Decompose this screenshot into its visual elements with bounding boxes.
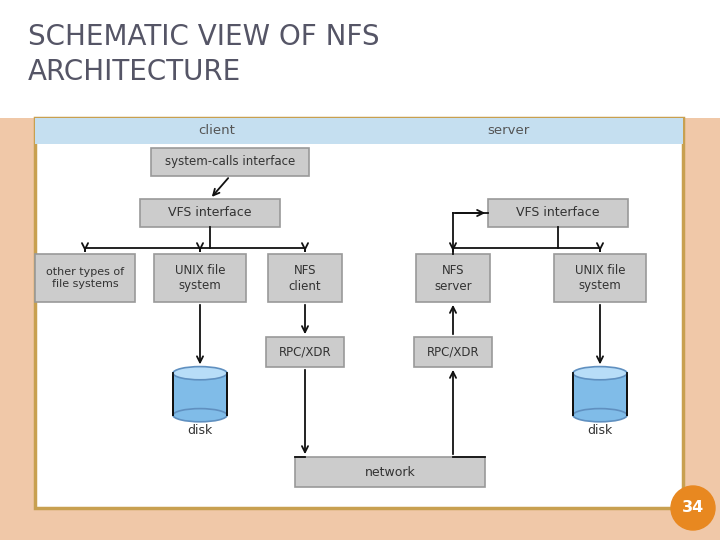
Text: VFS interface: VFS interface: [516, 206, 600, 219]
Text: UNIX file
system: UNIX file system: [175, 264, 225, 293]
Text: NFS
client: NFS client: [289, 264, 321, 293]
Bar: [154, 254, 246, 302]
Bar: [414, 337, 492, 367]
Text: VFS interface: VFS interface: [168, 206, 252, 219]
Text: other types of
file systems: other types of file systems: [46, 267, 124, 289]
Text: server: server: [487, 125, 529, 138]
Bar: [140, 199, 280, 227]
Bar: [416, 254, 490, 302]
Text: RPC/XDR: RPC/XDR: [427, 346, 480, 359]
Text: NFS
server: NFS server: [434, 264, 472, 293]
Text: system-calls interface: system-calls interface: [165, 156, 295, 168]
Text: disk: disk: [588, 423, 613, 436]
Ellipse shape: [173, 409, 227, 422]
Bar: [35, 118, 683, 144]
Bar: [35, 254, 135, 302]
Ellipse shape: [173, 367, 227, 380]
Bar: [266, 337, 344, 367]
Bar: [488, 199, 628, 227]
Bar: [268, 254, 342, 302]
Bar: [173, 373, 227, 415]
Text: disk: disk: [187, 423, 212, 436]
Ellipse shape: [573, 409, 627, 422]
Text: RPC/XDR: RPC/XDR: [279, 346, 331, 359]
Text: UNIX file
system: UNIX file system: [575, 264, 625, 293]
Bar: [573, 373, 627, 415]
Text: network: network: [364, 465, 415, 478]
Bar: [295, 457, 485, 487]
Bar: [35, 118, 683, 508]
Bar: [0, 0, 720, 118]
Text: SCHEMATIC VIEW OF NFS
ARCHITECTURE: SCHEMATIC VIEW OF NFS ARCHITECTURE: [28, 23, 379, 86]
Ellipse shape: [573, 367, 627, 380]
Text: client: client: [198, 125, 235, 138]
Circle shape: [671, 486, 715, 530]
Bar: [554, 254, 646, 302]
Text: 34: 34: [682, 501, 704, 516]
Bar: [151, 148, 309, 176]
